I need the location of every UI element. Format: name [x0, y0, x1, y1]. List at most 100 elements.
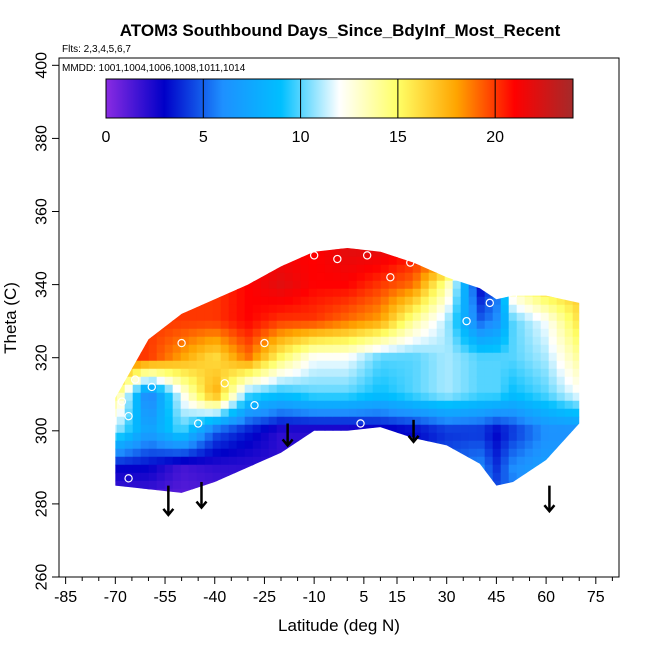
heat-cell: [556, 400, 566, 410]
heat-cell: [500, 456, 510, 466]
heat-cell: [156, 432, 166, 442]
heat-cell: [332, 456, 342, 466]
heat-cell: [196, 456, 206, 466]
heat-cell: [228, 280, 238, 290]
heat-cell: [115, 384, 118, 394]
heat-cell: [484, 400, 494, 410]
heat-cell: [115, 464, 118, 474]
heat-cell: [444, 248, 454, 250]
heat-cell: [524, 344, 534, 354]
heat-cell: [556, 424, 566, 434]
heat-cell: [428, 304, 438, 314]
heat-cell: [116, 464, 126, 474]
heat-cell: [196, 432, 206, 442]
heat-cell: [268, 384, 278, 394]
heat-cell: [420, 384, 430, 394]
heat-cell: [508, 464, 518, 474]
heat-cell: [140, 400, 150, 410]
heat-cell: [196, 464, 206, 474]
heat-cell: [452, 344, 462, 354]
heat-cell: [140, 296, 150, 306]
heat-cell: [324, 336, 334, 346]
heat-cell: [556, 248, 566, 250]
heat-cell: [284, 392, 294, 402]
heat-cell: [492, 264, 502, 274]
heat-cell: [244, 312, 254, 322]
heat-cell: [116, 384, 126, 394]
heat-cell: [572, 296, 580, 306]
heat-cell: [124, 304, 134, 314]
heatmap-field: [115, 248, 580, 493]
heat-cell: [364, 368, 374, 378]
heat-cell: [492, 432, 502, 442]
heat-cell: [196, 288, 206, 298]
heat-cell: [332, 432, 342, 442]
heat-cell: [572, 440, 580, 450]
heat-cell: [428, 336, 438, 346]
heat-cell: [404, 464, 414, 474]
heat-cell: [396, 384, 406, 394]
heat-cell: [324, 368, 334, 378]
heat-cell: [172, 248, 182, 250]
heat-cell: [500, 432, 510, 442]
heat-cell: [124, 248, 134, 250]
heat-cell: [228, 416, 238, 426]
heat-cell: [172, 400, 182, 410]
heat-cell: [164, 440, 174, 450]
heat-cell: [148, 480, 158, 490]
heat-cell: [516, 304, 526, 314]
heat-cell: [132, 272, 142, 282]
heat-cell: [180, 328, 190, 338]
heat-cell: [124, 272, 134, 282]
heat-cell: [484, 480, 494, 490]
heat-cell: [156, 408, 166, 418]
heat-cell: [412, 376, 422, 386]
heat-cell: [540, 248, 550, 250]
heat-cell: [316, 432, 326, 442]
heat-cell: [244, 424, 254, 434]
heat-cell: [428, 448, 438, 458]
heat-cell: [380, 456, 390, 466]
heat-cell: [340, 392, 350, 402]
heat-cell: [524, 480, 534, 490]
heat-cell: [380, 272, 390, 282]
heat-cell: [572, 248, 580, 250]
heat-cell: [172, 368, 182, 378]
profile-arrow-head: [162, 508, 175, 517]
heat-cell: [500, 344, 510, 354]
heat-cell: [236, 312, 246, 322]
heat-cell: [252, 456, 262, 466]
heat-cell: [372, 488, 382, 493]
heat-cell: [572, 312, 580, 322]
heat-cell: [140, 256, 150, 266]
heat-cell: [556, 456, 566, 466]
heat-cell: [324, 288, 334, 298]
heat-cell: [372, 336, 382, 346]
heat-cell: [532, 264, 542, 274]
heat-cell: [532, 328, 542, 338]
heat-cell: [140, 448, 150, 458]
heat-cell: [292, 264, 302, 274]
heat-cell: [572, 344, 580, 354]
heat-cell: [260, 368, 270, 378]
heat-cell: [484, 256, 494, 266]
heat-cell: [140, 480, 150, 490]
heat-cell: [316, 288, 326, 298]
heat-cell: [492, 416, 502, 426]
heat-cell: [148, 400, 158, 410]
heat-cell: [228, 448, 238, 458]
heat-cell: [348, 400, 358, 410]
heat-cell: [532, 256, 542, 266]
heat-cell: [364, 392, 374, 402]
heat-cell: [284, 272, 294, 282]
heat-cell: [420, 336, 430, 346]
heat-cell: [252, 320, 262, 330]
heat-cell: [556, 416, 566, 426]
heat-cell: [572, 264, 580, 274]
heat-cell: [316, 400, 326, 410]
heat-cell: [260, 472, 270, 482]
heat-cell: [404, 272, 414, 282]
heat-cell: [356, 288, 366, 298]
heat-cell: [532, 344, 542, 354]
heat-cell: [220, 264, 230, 274]
